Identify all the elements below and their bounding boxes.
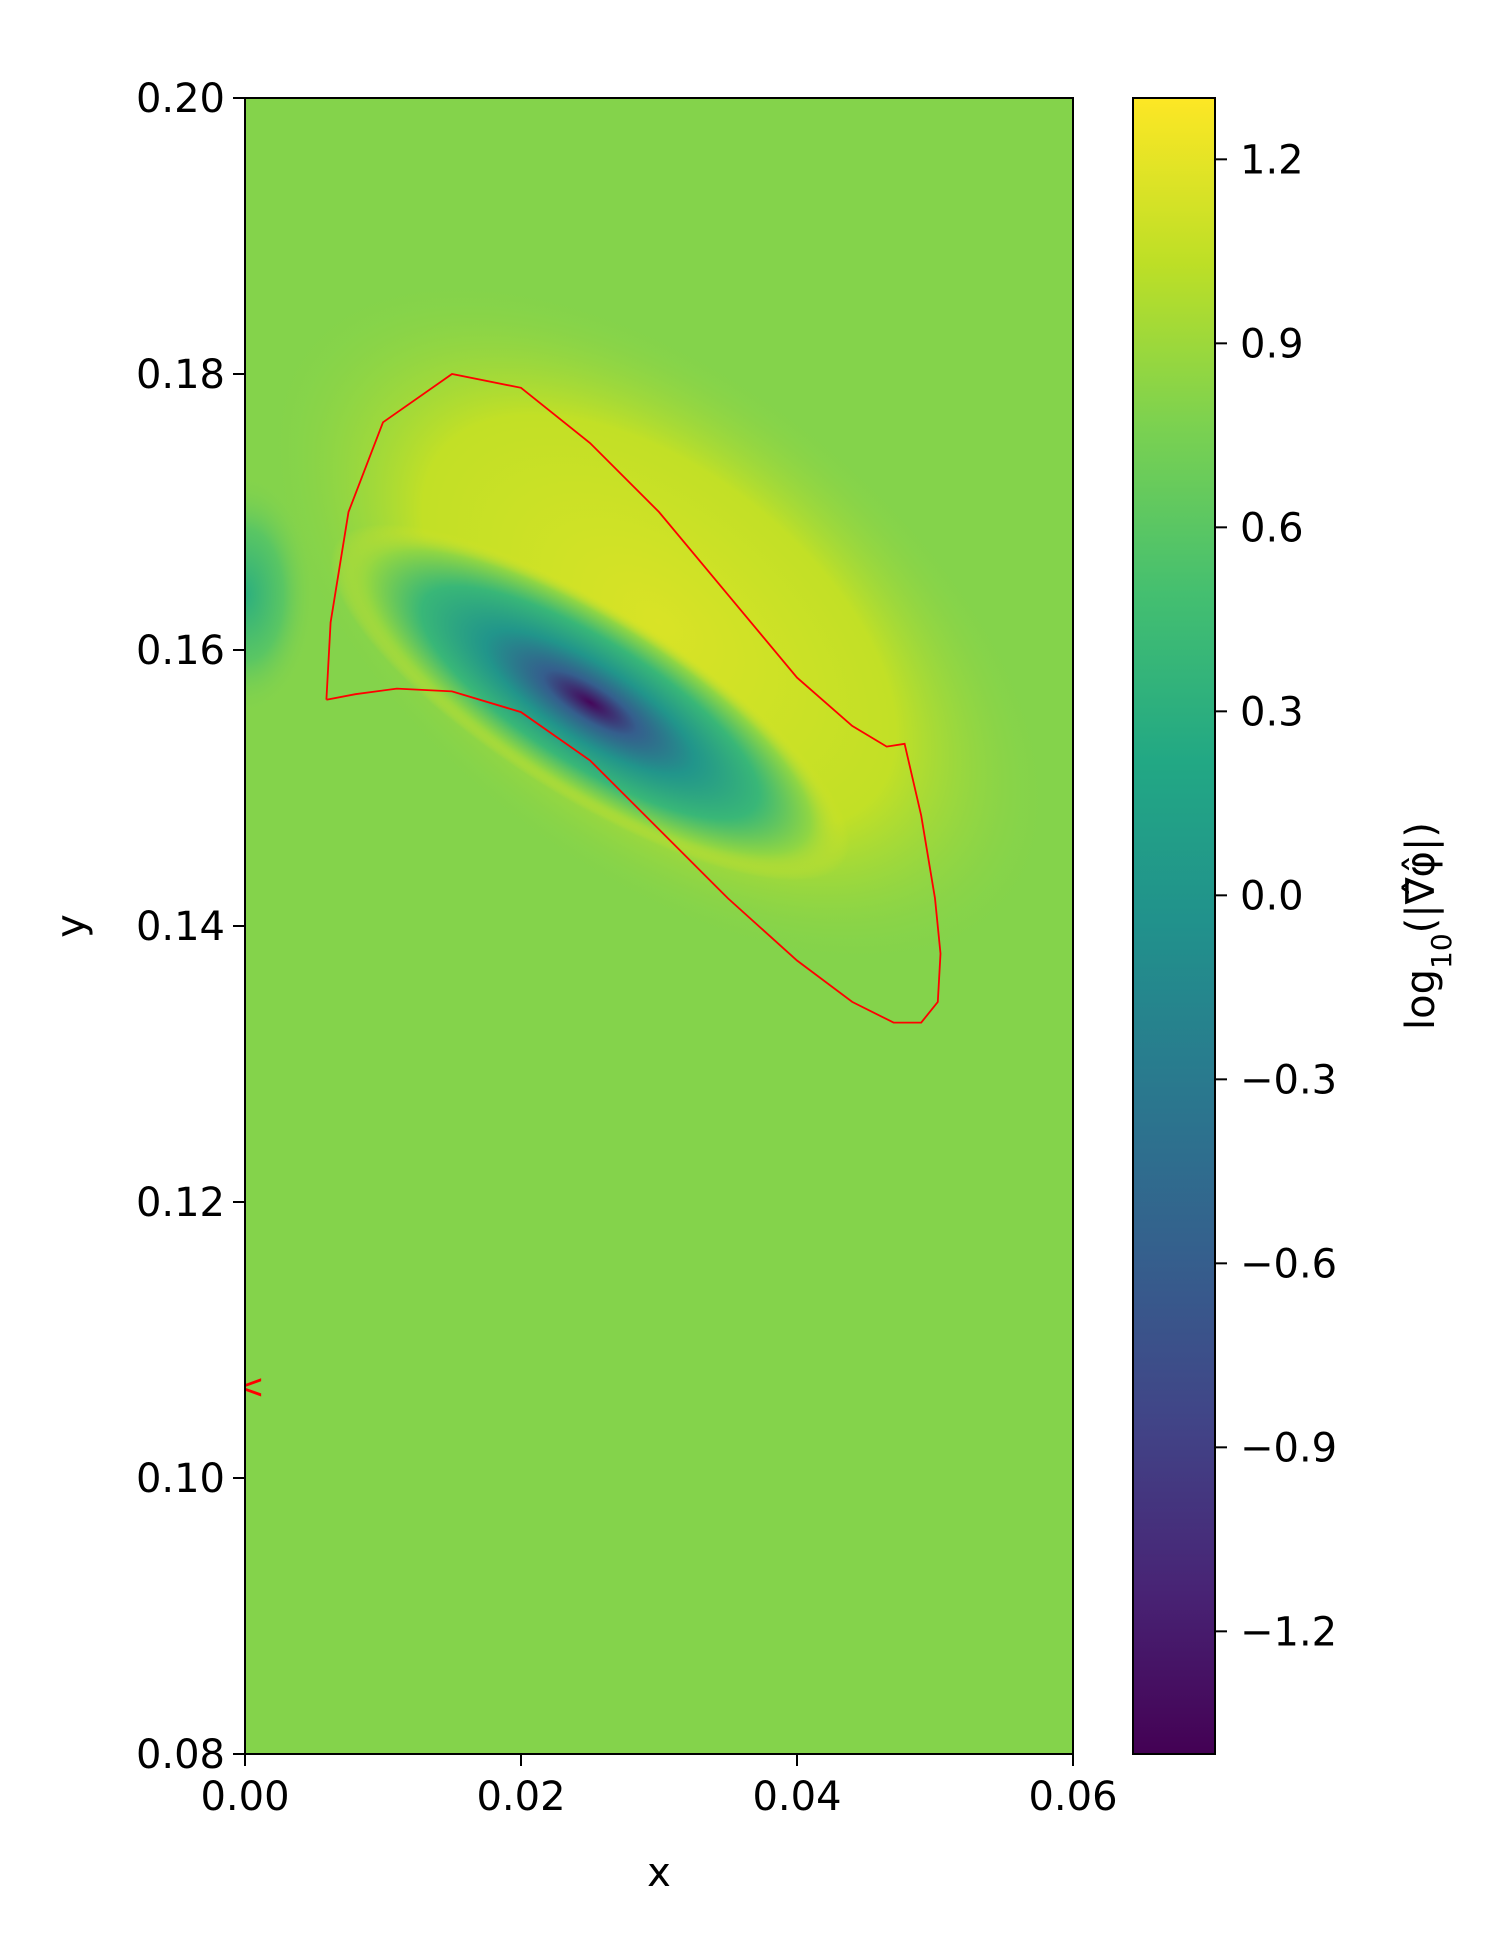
x-tick-label: 0.06 [1028,1774,1117,1820]
low-value-trough [330,524,850,881]
high-value-region [265,277,1053,968]
y-tick-label: 0.16 [136,628,225,674]
field-features [245,277,1053,968]
colorbar-tick-label: −1.2 [1240,1609,1337,1655]
x-tick-label: 0.02 [476,1774,565,1820]
left-edge-low-region [245,474,315,715]
colorbar-tick-label: 0.0 [1240,873,1304,919]
y-tick-label: 0.18 [136,352,225,398]
colorbar-tick-label: −0.9 [1240,1425,1337,1471]
colorbar-label-pre: log [1398,969,1444,1030]
y-tick-label: 0.20 [136,76,225,122]
x-axis: 0.00 0.02 0.04 0.06 [200,1754,1118,1820]
colorbar-ticks: −1.2 −0.9 −0.6 −0.3 0.0 0.3 0.6 0.9 1.2 [1215,137,1337,1655]
y-axis-label: y [48,914,94,938]
colorbar [1132,97,1216,1755]
red-marker: < [236,1367,265,1407]
colorbar-tick-label: 0.3 [1240,689,1304,735]
colorbar-label-sub: 10 [1425,933,1458,969]
colorbar-tick-label: 0.9 [1240,321,1304,367]
y-tick-label: 0.08 [136,1732,225,1778]
colorbar-label: log10(|∇̂φ̂|) [1398,822,1458,1030]
colorbar-label-post: (|∇̂φ̂|) [1398,822,1444,933]
colorbar-tick-label: −0.6 [1240,1241,1337,1287]
colorbar-tick-label: 0.6 [1240,505,1304,551]
x-tick-label: 0.04 [752,1774,841,1820]
y-axis: 0.08 0.10 0.12 0.14 0.16 0.18 0.20 [136,76,245,1778]
colorbar-tick-label: 1.2 [1240,137,1304,183]
colorbar-tick-label: −0.3 [1240,1057,1337,1103]
y-tick-label: 0.12 [136,1180,225,1226]
y-tick-label: 0.14 [136,904,225,950]
x-tick-label: 0.00 [200,1774,289,1820]
x-axis-label: x [647,1850,671,1896]
y-tick-label: 0.10 [136,1456,225,1502]
red-outline-curve [325,373,942,1024]
plot-area: < [236,98,1073,1754]
